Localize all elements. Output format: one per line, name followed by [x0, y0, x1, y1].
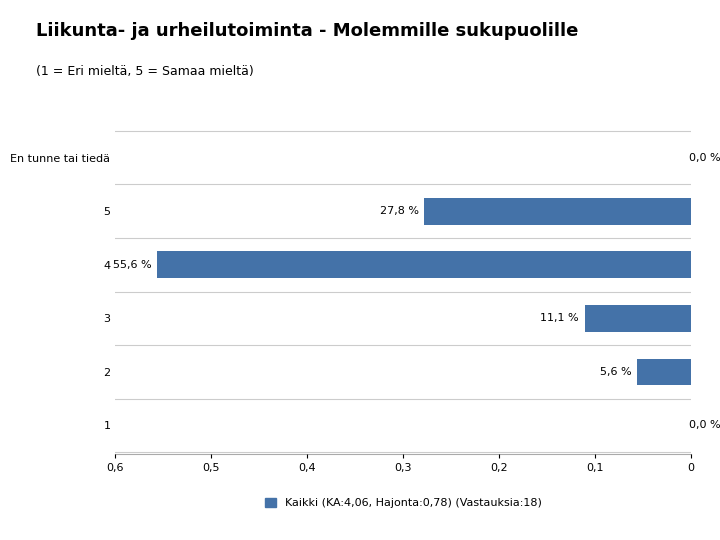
Text: Liikunta- ja urheilutoiminta - Molemmille sukupuolille: Liikunta- ja urheilutoiminta - Molemmill… [36, 22, 578, 39]
Text: 55,6 %: 55,6 % [113, 260, 152, 270]
Bar [637, 359, 691, 386]
Text: 5,6 %: 5,6 % [600, 367, 631, 377]
Text: 0,0 %: 0,0 % [689, 153, 720, 163]
Legend: Kaikki (KA:4,06, Hajonta:0,78) (Vastauksia:18): Kaikki (KA:4,06, Hajonta:0,78) (Vastauks… [261, 494, 546, 513]
Bar [158, 252, 691, 278]
Bar [424, 198, 691, 225]
Text: 27,8 %: 27,8 % [379, 206, 418, 216]
Text: 11,1 %: 11,1 % [540, 313, 579, 323]
Text: 0,0 %: 0,0 % [689, 421, 720, 430]
Text: (1 = Eri mieltä, 5 = Samaa mieltä): (1 = Eri mieltä, 5 = Samaa mieltä) [36, 65, 253, 78]
Bar [585, 305, 691, 332]
